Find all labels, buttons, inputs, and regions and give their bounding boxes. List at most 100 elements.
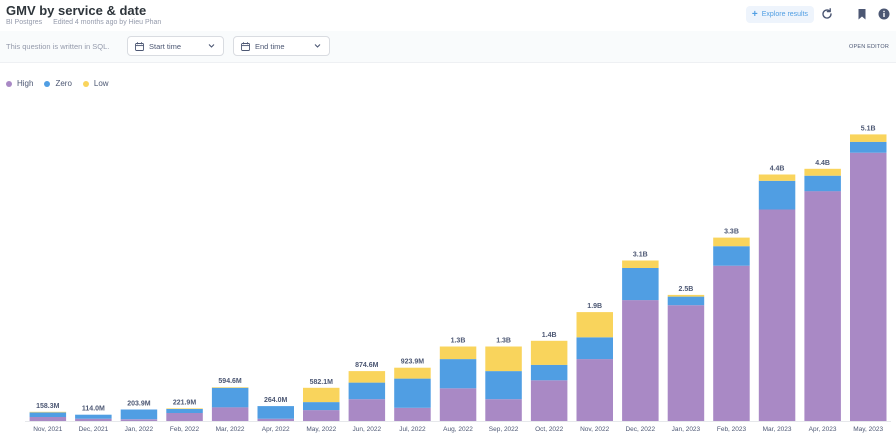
explore-results-button[interactable]: + Explore results (746, 6, 814, 23)
question-meta: BI Postgres Edited 4 months ago by Hieu … (6, 19, 170, 26)
bar-low-14[interactable] (667, 294, 705, 297)
bar-low-3[interactable] (166, 408, 203, 409)
total-label-18: 5.1B (861, 125, 876, 132)
bar-zero-7[interactable] (348, 382, 386, 400)
bar-high-16[interactable] (758, 209, 796, 422)
bookmark-icon[interactable] (855, 7, 869, 21)
bar-high-14[interactable] (667, 305, 705, 421)
x-tick-label-9: Aug, 2022 (443, 426, 473, 433)
bar-zero-11[interactable] (530, 364, 568, 381)
database-name[interactable]: BI Postgres (6, 19, 43, 26)
bar-zero-4[interactable] (211, 387, 249, 408)
bar-low-0[interactable] (29, 411, 67, 413)
total-label-5: 264.0M (264, 397, 288, 404)
bar-zero-2[interactable] (120, 409, 158, 420)
bar-low-9[interactable] (439, 346, 477, 360)
bar-low-18[interactable] (850, 134, 887, 142)
bar-high-9[interactable] (439, 388, 477, 421)
x-tick-label-6: May, 2022 (306, 426, 336, 433)
bar-zero-1[interactable] (75, 414, 112, 419)
total-label-4: 594.6M (218, 378, 242, 385)
legend-label-low: Low (93, 79, 109, 88)
start-time-filter[interactable]: Start time (127, 36, 224, 56)
x-tick-label-3: Feb, 2022 (170, 426, 200, 433)
bar-zero-16[interactable] (758, 180, 796, 210)
bar-low-7[interactable] (348, 371, 386, 383)
bar-high-8[interactable] (394, 407, 431, 421)
bar-zero-15[interactable] (713, 246, 750, 266)
bar-high-7[interactable] (348, 399, 386, 421)
bar-high-1[interactable] (75, 418, 112, 421)
legend-dot-low (82, 80, 89, 87)
bar-low-10[interactable] (485, 346, 522, 372)
legend-item-high[interactable]: High (6, 79, 33, 88)
bar-low-11[interactable] (530, 340, 568, 365)
x-tick-label-10: Sep, 2022 (489, 426, 519, 433)
edited-info: Edited 4 months ago by Hieu Phan (53, 19, 162, 26)
bar-high-10[interactable] (485, 399, 522, 421)
bar-high-5[interactable] (257, 418, 295, 421)
legend-item-low[interactable]: Low (82, 79, 109, 88)
bar-low-13[interactable] (622, 260, 659, 269)
plus-icon: + (751, 8, 758, 20)
bar-high-3[interactable] (166, 413, 203, 421)
bar-low-16[interactable] (758, 174, 796, 181)
stacked-bar-chart: 158.3M Nov, 2021 114.0M Dec, 2021 203.9M Jan,… (25, 125, 891, 433)
filter-bar: This question is written in SQL. Start t… (0, 31, 896, 63)
legend-item-zero[interactable]: Zero (44, 79, 72, 88)
total-label-17: 4.4B (815, 160, 830, 167)
calendar-icon (241, 41, 250, 51)
total-label-14: 2.5B (679, 286, 694, 293)
x-tick-label-17: Apr, 2023 (809, 426, 837, 433)
x-tick-label-5: Apr, 2022 (262, 426, 290, 433)
total-label-9: 1.3B (451, 338, 466, 345)
bar-zero-17[interactable] (804, 175, 841, 192)
bar-high-2[interactable] (120, 419, 158, 421)
bar-high-0[interactable] (29, 417, 67, 421)
bar-high-4[interactable] (211, 407, 249, 421)
start-time-label: Start time (149, 41, 182, 51)
bar-low-17[interactable] (804, 168, 841, 176)
bar-high-15[interactable] (713, 265, 750, 421)
x-tick-label-11: Oct, 2022 (535, 426, 564, 433)
total-label-11: 1.4B (542, 332, 557, 339)
bar-zero-0[interactable] (29, 412, 67, 417)
bar-high-18[interactable] (850, 152, 887, 421)
chevron-down-icon (208, 44, 215, 48)
bar-high-17[interactable] (804, 191, 841, 421)
bar-zero-10[interactable] (485, 371, 522, 400)
open-editor-link[interactable]: OPEN EDITOR (849, 44, 889, 50)
total-label-10: 1.3B (496, 338, 511, 345)
total-label-2: 203.9M (127, 401, 151, 408)
bar-high-12[interactable] (576, 359, 614, 421)
explore-results-label: Explore results (761, 11, 809, 18)
refresh-icon[interactable] (820, 7, 834, 21)
bar-zero-14[interactable] (667, 296, 705, 306)
x-tick-label-14: Jan, 2023 (672, 426, 701, 433)
end-time-filter[interactable]: End time (233, 36, 330, 56)
bar-low-6[interactable] (303, 387, 340, 403)
bar-zero-18[interactable] (850, 141, 887, 153)
x-tick-label-7: Jun, 2022 (353, 426, 382, 433)
bar-low-4[interactable] (211, 387, 249, 388)
bar-zero-6[interactable] (303, 402, 340, 411)
bar-low-12[interactable] (576, 312, 614, 338)
bar-zero-12[interactable] (576, 337, 614, 360)
bar-zero-8[interactable] (394, 378, 431, 408)
total-label-13: 3.1B (633, 252, 648, 259)
bar-zero-5[interactable] (257, 406, 295, 419)
bar-high-13[interactable] (622, 300, 659, 421)
bar-high-11[interactable] (530, 380, 568, 421)
bar-zero-9[interactable] (439, 359, 477, 389)
calendar-icon (135, 41, 144, 51)
bar-zero-3[interactable] (166, 409, 203, 413)
legend-dot-zero (44, 80, 51, 87)
bar-zero-13[interactable] (622, 268, 659, 301)
total-label-6: 582.1M (310, 379, 334, 386)
info-icon[interactable] (877, 7, 891, 21)
bar-low-15[interactable] (713, 237, 750, 247)
x-tick-label-18: May, 2023 (853, 426, 883, 433)
x-tick-label-12: Nov, 2022 (580, 426, 610, 433)
bar-low-8[interactable] (394, 367, 431, 379)
bar-high-6[interactable] (303, 410, 340, 421)
